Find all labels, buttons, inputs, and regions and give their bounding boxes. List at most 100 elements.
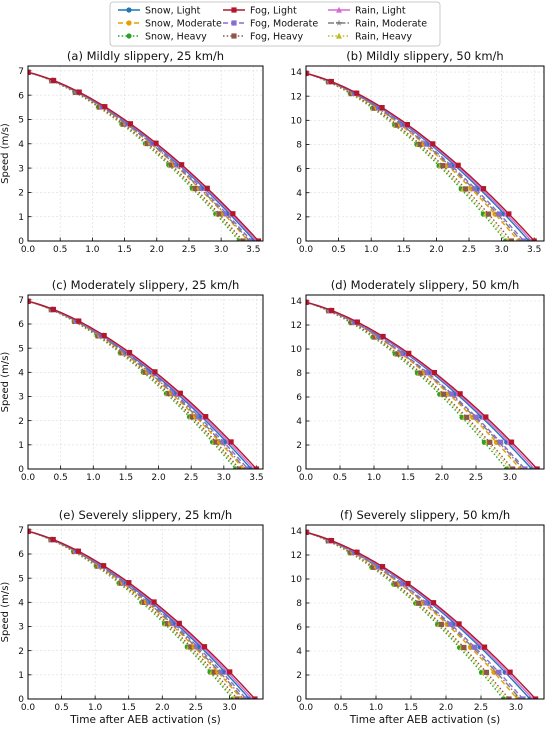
data-point [441,391,447,397]
data-point [500,696,506,699]
y-tick-label: 7 [18,67,24,77]
data-point [481,644,488,650]
data-point [220,439,227,445]
series-line [306,301,521,469]
series-line [28,71,252,241]
data-point [177,390,183,396]
series-line [306,72,525,241]
series-line [28,300,244,469]
legend-item: Snow, Moderate [118,19,222,30]
data-point [440,163,446,169]
data-point [126,349,133,356]
x-tick-label: 2.0 [155,703,170,713]
plot-frame [305,524,545,700]
data-point [506,211,512,217]
data-point [165,621,171,627]
data-point [204,185,210,191]
y-tick-label: 14 [291,527,303,537]
data-point [28,69,31,75]
series-line [28,71,260,241]
series-group [306,69,537,241]
data-point [496,669,502,675]
legend-swatch-marker [336,32,342,39]
data-point [153,140,159,146]
series [306,70,514,241]
series-line [306,72,535,241]
y-tick-label: 3 [18,623,24,633]
y-tick-label: 6 [296,623,302,633]
y-tick-label: 2 [296,441,302,451]
data-point [463,186,469,192]
chart-panel: (f) Severely slippery, 50 km/h 0.0 0.5 1.0 1… [291,508,545,726]
data-point [418,370,424,376]
data-point [380,333,386,340]
series [306,298,527,469]
data-point [234,696,241,699]
series-line [306,301,511,469]
x-tick-label: 3.5 [249,473,263,483]
data-point [448,162,454,169]
legend-swatch-marker [126,33,132,39]
data-point [430,600,437,606]
data-point [102,104,108,110]
legend-item: Snow, Light [118,6,201,17]
data-point [533,696,539,699]
data-point [227,669,233,675]
y-tick-label: 6 [18,320,24,330]
legend-swatch-marker [335,19,343,26]
series-line [306,531,518,699]
data-point [510,466,516,469]
data-point [236,466,243,469]
data-point [306,70,309,76]
data-point [404,122,411,128]
legend-swatch-marker [231,20,237,26]
x-tick-label: 1.0 [364,245,379,255]
series [28,298,260,469]
data-point [507,669,513,675]
x-tick-label: 3.0 [214,245,229,255]
data-point [101,563,107,569]
x-tick-label: 1.0 [369,703,384,713]
data-point [416,600,422,606]
x-tick-label: 2.0 [429,245,444,255]
series-group [28,527,258,699]
y-tick-label: 4 [18,369,24,379]
series-line [306,72,509,241]
data-point [423,600,430,606]
series [28,69,251,241]
series-line [28,300,249,469]
data-point [51,77,57,84]
plot-frame [305,65,545,242]
data-point [424,141,430,147]
legend-label: Fog, Moderate [250,19,318,30]
series [28,69,262,241]
data-point [520,696,526,699]
data-point [379,564,386,570]
series [306,529,526,699]
series [28,528,245,699]
x-tick-label: 0.0 [21,703,36,713]
y-tick-label: 5 [18,574,24,584]
y-tick-label: 2 [18,417,24,427]
series [28,528,236,699]
data-point [75,548,82,554]
x-tick-label: 3.5 [246,245,260,255]
x-tick-label: 2.5 [469,473,483,483]
legend: Snow, Light Fog, Light Rain, Light Snow, Mo… [109,1,441,47]
series-line [28,300,257,469]
series-line [28,300,239,469]
data-point [240,238,246,241]
data-point [487,439,493,445]
data-point [230,211,236,217]
data-point [406,350,412,356]
data-point [483,414,489,420]
series-line [306,531,537,699]
series-line [306,531,504,699]
series-line [306,301,524,469]
data-point [245,466,251,469]
data-point [506,696,512,699]
series [306,529,506,699]
series-line [28,530,236,699]
data-point [430,141,436,147]
x-tick-label: 0.5 [54,703,68,713]
